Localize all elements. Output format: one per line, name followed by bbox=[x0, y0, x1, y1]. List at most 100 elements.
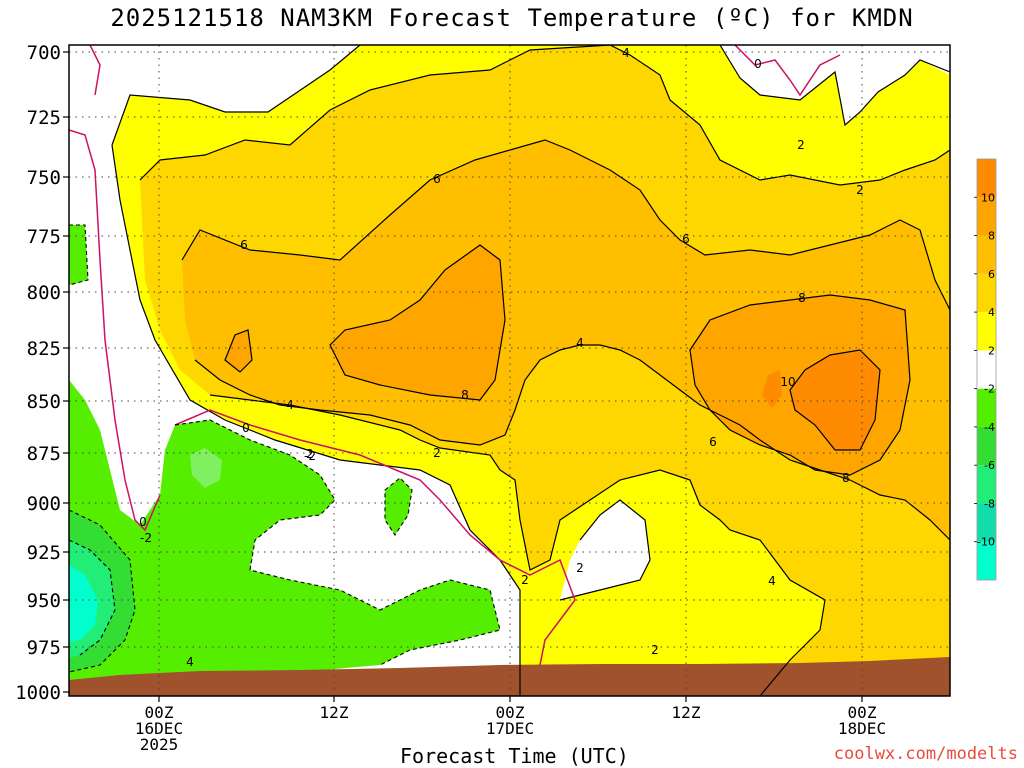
contour-0-top-left bbox=[89, 45, 101, 96]
contour-label: 0 bbox=[139, 515, 147, 529]
contour-minus2-main bbox=[174, 419, 501, 666]
y-tick-label: 975 bbox=[27, 637, 61, 659]
y-tick-label: 875 bbox=[27, 443, 61, 465]
colorbar-segment bbox=[977, 235, 996, 274]
contour-label: 0 bbox=[754, 57, 762, 71]
x-tick-label: 00Z bbox=[848, 703, 877, 722]
colorbar-segment bbox=[977, 350, 996, 389]
colorbar: -10 -8 -6 -4 -2 2 4 6 8 10 bbox=[974, 158, 997, 581]
contour-label: 2 bbox=[856, 183, 864, 197]
contour-label: 4 bbox=[286, 398, 294, 412]
contour-label: 6 bbox=[433, 172, 441, 186]
x-tick-label: 16DEC bbox=[135, 719, 183, 738]
y-axis: 700 725 750 775 800 825 850 875 900 925 950 975 1000 bbox=[15, 42, 69, 704]
contour-label: 8 bbox=[461, 388, 469, 402]
y-tick-label: 775 bbox=[27, 226, 61, 248]
y-tick-label: 725 bbox=[27, 107, 61, 129]
x-tick-label: 18DEC bbox=[838, 719, 886, 738]
colorbar-tick-label: 6 bbox=[988, 268, 995, 281]
contour-label: 4 bbox=[186, 655, 194, 669]
contour-minus4 bbox=[69, 509, 136, 673]
y-tick-label: 800 bbox=[27, 282, 61, 304]
band-max-10 bbox=[790, 350, 880, 450]
contour-label: 6 bbox=[682, 232, 690, 246]
contour-8-left bbox=[329, 244, 506, 401]
contour-0-topright bbox=[734, 45, 841, 97]
contour-8-small bbox=[224, 329, 253, 373]
contour-label: 2 bbox=[576, 561, 584, 575]
contour-minus6 bbox=[69, 539, 116, 656]
colorbar-frame bbox=[976, 158, 997, 581]
colorbar-tick-label: -6 bbox=[984, 459, 995, 472]
colorbar-tick-label: 4 bbox=[988, 306, 995, 319]
colorbar-segment bbox=[977, 273, 996, 313]
band-max-10-small bbox=[762, 370, 782, 408]
contour-4-lower bbox=[209, 394, 826, 696]
chart-title: 2025121518 NAM3KM Forecast Temperature (… bbox=[110, 4, 914, 32]
contour-8-right bbox=[689, 294, 911, 476]
contour-label: 2 bbox=[797, 138, 805, 152]
band-minus-8 bbox=[69, 565, 98, 642]
contour-10 bbox=[789, 349, 881, 451]
contour-label: 8 bbox=[842, 471, 850, 485]
pocket-light-green bbox=[190, 448, 222, 488]
band-8-10-left bbox=[330, 245, 505, 400]
x-tick-label: 12Z bbox=[320, 703, 349, 722]
colorbar-tick-label: -10 bbox=[977, 536, 995, 549]
contour-label: 6 bbox=[709, 435, 717, 449]
band-6-8 bbox=[182, 140, 950, 540]
contour-label: 4 bbox=[622, 46, 630, 60]
colorbar-segment bbox=[977, 388, 996, 427]
contour-6-upper bbox=[181, 139, 950, 311]
credit-text[interactable]: coolwx.com/modelts bbox=[833, 744, 1018, 764]
colorbar-segment bbox=[977, 197, 996, 236]
contour-0-mid bbox=[174, 409, 576, 666]
y-tick-label: 825 bbox=[27, 338, 61, 360]
colorbar-tick-label: -4 bbox=[984, 421, 995, 434]
y-tick-label: 925 bbox=[27, 542, 61, 564]
y-tick-label: 750 bbox=[27, 167, 61, 189]
contour-0-left bbox=[69, 129, 161, 532]
band-minus-2 bbox=[69, 380, 500, 682]
band-4-6 bbox=[140, 45, 950, 696]
y-tick-label: 700 bbox=[27, 42, 61, 64]
y-tick-label: 900 bbox=[27, 493, 61, 515]
contour-label: 2 bbox=[651, 643, 659, 657]
contour-2-top bbox=[111, 45, 361, 146]
colorbar-segment bbox=[977, 426, 996, 466]
contour-label: 2 bbox=[433, 446, 441, 460]
band-minus-2-top bbox=[69, 225, 88, 285]
y-tick-label: 950 bbox=[27, 590, 61, 612]
band-8-10-small bbox=[225, 330, 252, 372]
contour-label: -2 bbox=[140, 531, 152, 545]
contour-label: -2 bbox=[304, 449, 316, 463]
contour-label: 2 bbox=[521, 573, 529, 587]
colorbar-tick-label: 10 bbox=[981, 191, 995, 204]
y-tick-label: 850 bbox=[27, 391, 61, 413]
contour-2-right bbox=[719, 45, 950, 127]
colorbar-segment bbox=[977, 312, 996, 351]
pocket-white-lower bbox=[560, 500, 650, 600]
colorbar-tick-label: 8 bbox=[988, 230, 995, 243]
x-tick-label: 12Z bbox=[672, 703, 701, 722]
contour-4-upper bbox=[139, 45, 950, 186]
x-tick-label: 2025 bbox=[140, 735, 179, 754]
colorbar-segment bbox=[977, 503, 996, 542]
x-tick-label: 00Z bbox=[496, 703, 525, 722]
contour-label: 0 bbox=[242, 421, 250, 435]
contour-6-lower bbox=[194, 344, 950, 541]
colorbar-segment bbox=[977, 541, 996, 580]
colorbar-tick-label: -8 bbox=[984, 497, 995, 510]
colorbar-segment bbox=[977, 465, 996, 504]
x-axis-label: Forecast Time (UTC) bbox=[400, 744, 629, 768]
contour-label: 4 bbox=[768, 574, 776, 588]
band-minus-2-island bbox=[385, 478, 412, 535]
x-tick-label: 17DEC bbox=[486, 719, 534, 738]
contour-label: 6 bbox=[240, 238, 248, 252]
y-tick-label: 1000 bbox=[15, 682, 61, 704]
contour-2-mid-right bbox=[559, 499, 651, 601]
x-tick-label: 00Z bbox=[145, 703, 174, 722]
colorbar-tick-label: 2 bbox=[988, 344, 995, 357]
